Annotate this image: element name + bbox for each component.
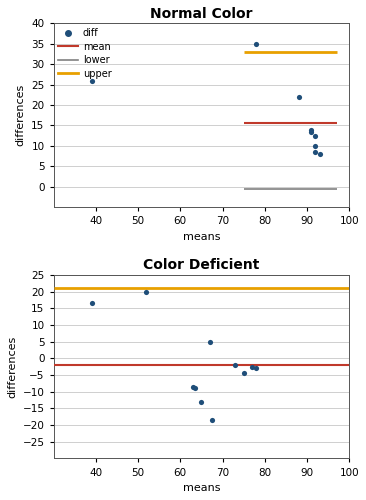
- Point: [209, 416, 215, 424]
- Point: [249, 362, 255, 370]
- X-axis label: means: means: [183, 483, 220, 493]
- Point: [143, 288, 149, 296]
- Title: Color Deficient: Color Deficient: [143, 258, 259, 272]
- Point: [317, 150, 322, 158]
- Title: Normal Color: Normal Color: [150, 7, 253, 21]
- Point: [308, 128, 314, 136]
- Point: [192, 384, 198, 392]
- Point: [198, 398, 204, 406]
- Point: [253, 40, 259, 48]
- Point: [190, 382, 196, 390]
- Y-axis label: differences: differences: [16, 84, 26, 146]
- Point: [308, 126, 314, 134]
- Legend: diff, mean, lower, upper: diff, mean, lower, upper: [56, 26, 113, 80]
- Point: [89, 300, 94, 308]
- Point: [232, 361, 238, 369]
- Point: [253, 364, 259, 372]
- Point: [313, 148, 318, 156]
- Point: [296, 93, 302, 101]
- Y-axis label: differences: differences: [7, 336, 17, 398]
- Point: [241, 370, 247, 378]
- Point: [313, 142, 318, 150]
- Point: [313, 132, 318, 140]
- Point: [207, 338, 213, 345]
- Point: [89, 76, 94, 84]
- X-axis label: means: means: [183, 232, 220, 241]
